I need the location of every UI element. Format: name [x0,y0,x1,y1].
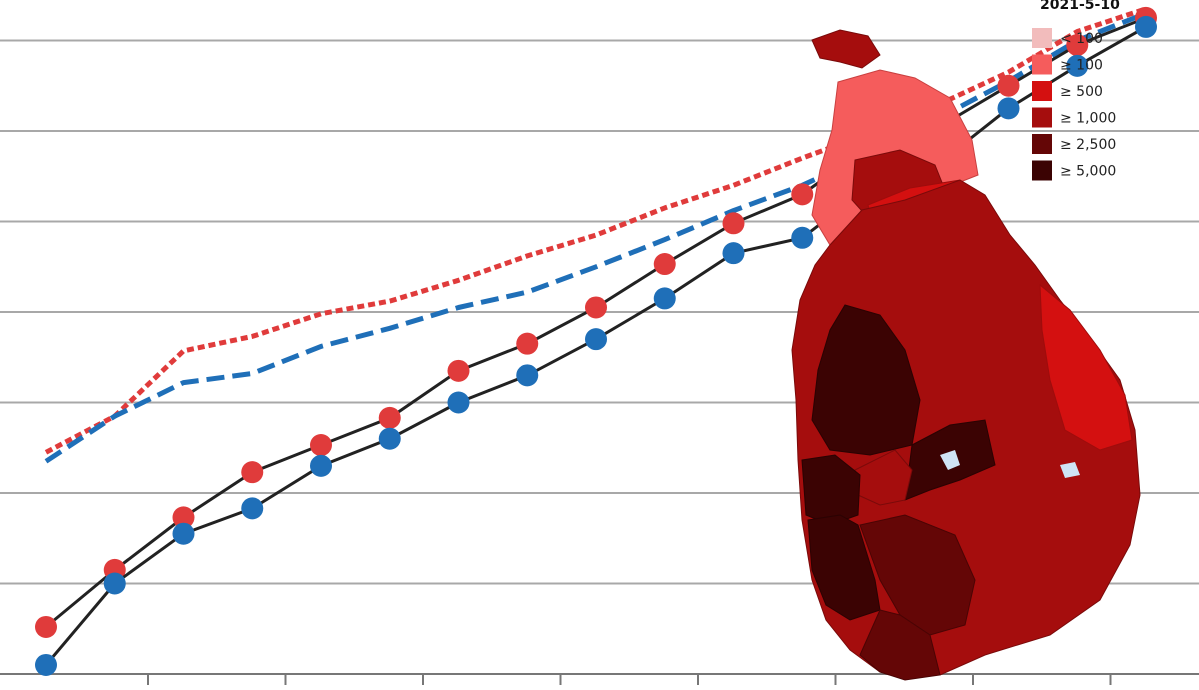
legend-swatch [1032,81,1052,101]
map-south-central-district [859,514,976,636]
map-legend: 2021-5-10 < 100 ≥ 100 ≥ 500 ≥ 1,000 ≥ 2,500 ≥… [1032,0,1120,181]
data-point [1135,15,1157,38]
trend-line [44,6,1147,455]
trend-lines [44,6,1147,464]
legend-swatch [1032,54,1052,75]
legend-swatch [1032,134,1052,154]
data-point [103,572,126,595]
data-point [447,359,470,382]
legend-label: ≥ 5,000 [1060,164,1116,180]
trend-line [44,11,1147,464]
data-point [653,253,676,276]
gridlines [0,39,1199,675]
district-map [791,29,1141,681]
map-south-district [859,609,941,681]
data-point [516,332,539,355]
legend-swatch [1032,107,1052,128]
data-point [241,461,264,484]
data-point [447,391,470,414]
data-point [1066,34,1089,57]
legend-label: ≥ 500 [1060,84,1103,100]
data-point [172,522,195,545]
legend-swatch [1032,160,1052,181]
data-point [310,434,332,457]
legend-label: ≥ 1,000 [1060,111,1116,127]
legend-label: < 100 [1060,31,1103,47]
map-central-west-district [811,304,921,456]
data-point [722,212,745,235]
data-point [997,97,1020,120]
data-point [516,364,539,387]
map-west-district [801,454,861,526]
data-point [35,615,57,638]
data-point [997,74,1020,97]
data-point [791,226,814,249]
map-lake-1 [940,450,960,470]
data-point [35,653,57,676]
legend-swatch [1032,28,1052,48]
data-point [722,242,745,265]
data-point [241,497,264,520]
data-point [653,287,676,310]
map-lake-2 [1060,462,1080,478]
data-point [378,427,401,450]
data-point [791,183,814,206]
map-north-island [811,29,881,69]
data-point [172,506,195,529]
legend-label: ≥ 100 [1060,58,1103,74]
data-point [378,406,401,429]
data-point [585,328,607,351]
data-point [585,296,607,319]
x-axis-ticks [147,674,1112,685]
data-point [1066,54,1089,77]
map-date-label: 2021-5-10 [1040,0,1120,13]
map-east-district [1039,283,1133,451]
data-point [310,454,332,477]
legend-label: ≥ 2,500 [1060,137,1116,153]
